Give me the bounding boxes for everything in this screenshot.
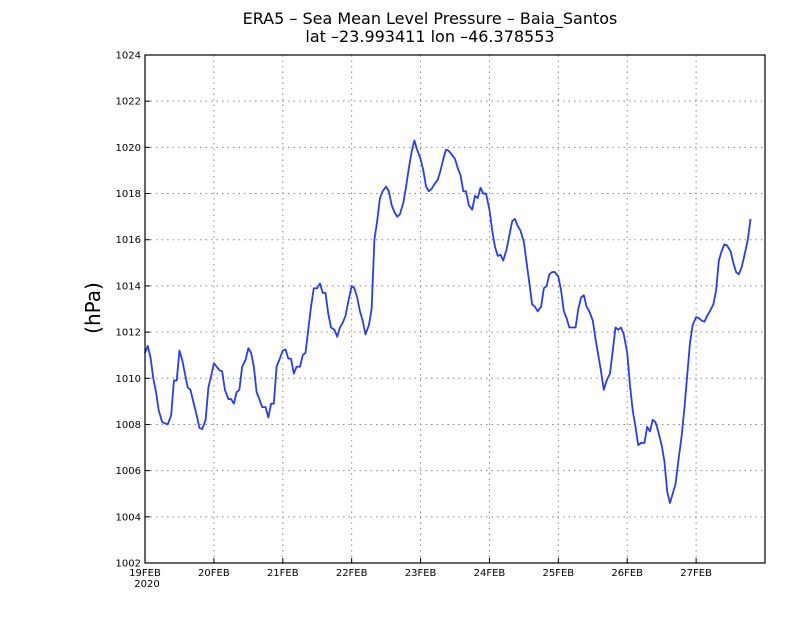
x-tick-label: 27FEB [680,568,712,579]
x-tick-year-label: 2020 [134,579,159,590]
y-tick-label: 1002 [116,559,141,570]
chart-subtitle: lat –23.993411 lon –46.378553 [305,27,554,46]
y-axis-label: (hPa) [81,282,105,334]
y-tick-label: 1014 [116,281,141,292]
y-tick-label: 1010 [116,374,141,385]
y-tick-label: 1018 [116,189,141,200]
slp-series-line [144,139,752,504]
chart-title: ERA5 – Sea Mean Level Pressure – Baia_Sa… [243,9,618,29]
grid-lines [145,55,765,563]
y-tick-label: 1012 [116,328,141,339]
x-tick-label: 26FEB [611,568,643,579]
y-tick-label: 1024 [116,51,141,62]
x-tick-label: 22FEB [336,568,368,579]
y-tick-label: 1016 [116,235,141,246]
y-tick-label: 1020 [116,143,141,154]
x-tick-label: 19FEB [129,568,161,579]
plot-frame [144,54,766,564]
x-tick-label: 24FEB [474,568,506,579]
y-tick-label: 1006 [116,466,141,477]
y-axis-ticks: 1002 1004 1006 1008 1010 1012 1014 1016 1018 1020… [116,51,150,570]
y-tick-label: 1004 [116,512,141,523]
x-tick-label: 21FEB [267,568,299,579]
x-tick-label: 25FEB [543,568,575,579]
x-tick-label: 23FEB [405,568,437,579]
x-tick-label: 20FEB [198,568,230,579]
y-tick-label: 1008 [116,420,141,431]
y-tick-label: 1022 [116,97,141,108]
